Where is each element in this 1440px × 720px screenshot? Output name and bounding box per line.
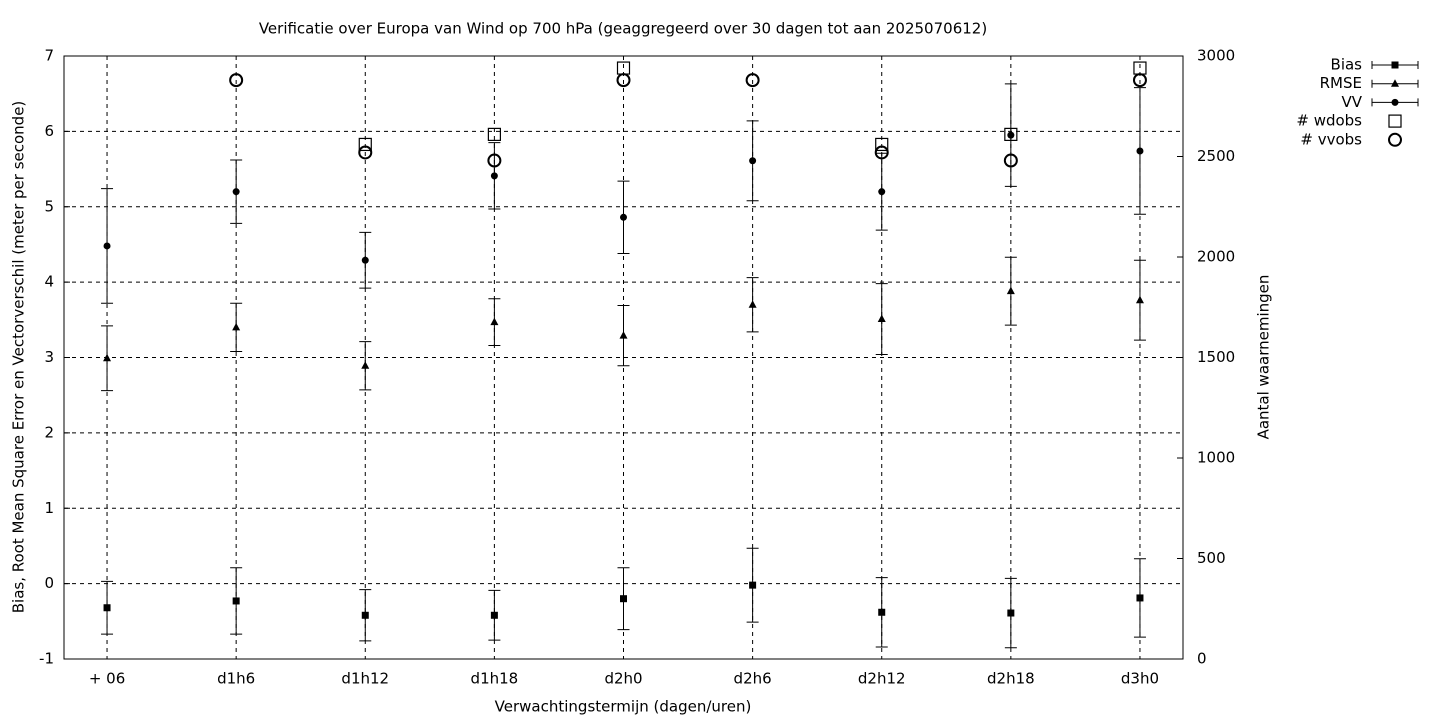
y-tick-label: 0 bbox=[44, 574, 54, 592]
data-point bbox=[1135, 295, 1144, 304]
data-point bbox=[103, 242, 111, 250]
x-tick-label: d1h6 bbox=[217, 670, 255, 688]
y2-tick-label: 1000 bbox=[1197, 449, 1235, 467]
data-point bbox=[1132, 73, 1147, 88]
data-point bbox=[361, 256, 369, 264]
y-tick-label: 2 bbox=[44, 423, 54, 441]
data-point bbox=[877, 314, 886, 323]
legend-marker bbox=[1388, 132, 1402, 147]
data-point bbox=[232, 188, 240, 196]
y-tick-label: 7 bbox=[44, 47, 54, 65]
legend-label: # wdobs bbox=[1296, 112, 1362, 130]
data-point bbox=[229, 73, 244, 88]
data-point bbox=[1007, 609, 1015, 617]
data-point bbox=[1007, 131, 1015, 139]
data-point bbox=[878, 608, 886, 616]
legend-label: VV bbox=[1341, 93, 1362, 111]
y-tick-label: 6 bbox=[44, 122, 54, 140]
data-point bbox=[361, 361, 370, 369]
x-tick-label: d1h12 bbox=[341, 670, 389, 688]
data-point bbox=[1003, 153, 1018, 168]
data-point bbox=[620, 595, 627, 603]
data-point bbox=[487, 153, 502, 168]
y-tick-label: 3 bbox=[44, 348, 54, 366]
legend-label: RMSE bbox=[1320, 74, 1362, 92]
x-tick-label: d2h12 bbox=[858, 670, 906, 688]
legend-label: Bias bbox=[1331, 56, 1363, 74]
legend-marker bbox=[1391, 61, 1399, 69]
y2-axis-label: Aantal waarnemingen bbox=[1255, 275, 1273, 440]
data-point bbox=[232, 322, 241, 331]
y2-tick-label: 3000 bbox=[1197, 47, 1235, 65]
y2-tick-label: 2000 bbox=[1197, 248, 1235, 266]
x-axis-label: Verwachtingstermijn (dagen/uren) bbox=[495, 698, 752, 716]
x-tick-label: + 06 bbox=[89, 670, 125, 688]
x-tick-label: d3h0 bbox=[1121, 670, 1159, 688]
data-point bbox=[490, 317, 499, 326]
data-point bbox=[1004, 127, 1018, 141]
x-tick-label: d2h6 bbox=[734, 670, 772, 688]
y-tick-label: -1 bbox=[39, 650, 54, 668]
chart-title: Verificatie over Europa van Wind op 700 … bbox=[259, 20, 987, 38]
x-tick-label: d2h18 bbox=[987, 670, 1035, 688]
data-point bbox=[103, 353, 112, 362]
data-point bbox=[358, 145, 373, 160]
data-point bbox=[358, 137, 372, 152]
data-point bbox=[361, 611, 369, 619]
data-point bbox=[232, 597, 240, 605]
y-axis-label: Bias, Root Mean Square Error en Vectorve… bbox=[10, 101, 28, 614]
data-point bbox=[1006, 286, 1015, 295]
x-tick-label: d1h18 bbox=[471, 670, 519, 688]
x-tick-label: d2h0 bbox=[604, 670, 642, 688]
data-point bbox=[749, 581, 757, 589]
y2-tick-label: 2500 bbox=[1197, 147, 1235, 165]
data-point bbox=[103, 604, 111, 612]
y2-tick-label: 500 bbox=[1197, 549, 1226, 567]
data-point bbox=[490, 172, 498, 180]
data-point bbox=[490, 611, 498, 619]
legend-marker bbox=[1391, 79, 1399, 87]
y-tick-label: 1 bbox=[44, 499, 54, 517]
y-tick-label: 5 bbox=[44, 197, 54, 215]
data-point bbox=[487, 127, 501, 141]
data-point bbox=[1136, 147, 1144, 155]
data-point bbox=[749, 157, 757, 165]
data-point bbox=[874, 145, 889, 160]
legend-marker bbox=[1388, 114, 1402, 128]
data-point bbox=[878, 188, 886, 196]
data-point bbox=[616, 73, 631, 88]
y-tick-label: 4 bbox=[44, 273, 54, 291]
legend-label: # vvobs bbox=[1300, 130, 1362, 148]
data-point bbox=[1136, 594, 1144, 602]
data-point bbox=[748, 300, 757, 308]
data-point bbox=[875, 137, 889, 152]
data-point bbox=[620, 213, 627, 221]
data-point bbox=[619, 331, 628, 339]
legend-marker bbox=[1391, 98, 1399, 106]
data-point bbox=[745, 73, 760, 88]
y2-tick-label: 0 bbox=[1197, 650, 1207, 668]
y2-tick-label: 1500 bbox=[1197, 348, 1235, 366]
